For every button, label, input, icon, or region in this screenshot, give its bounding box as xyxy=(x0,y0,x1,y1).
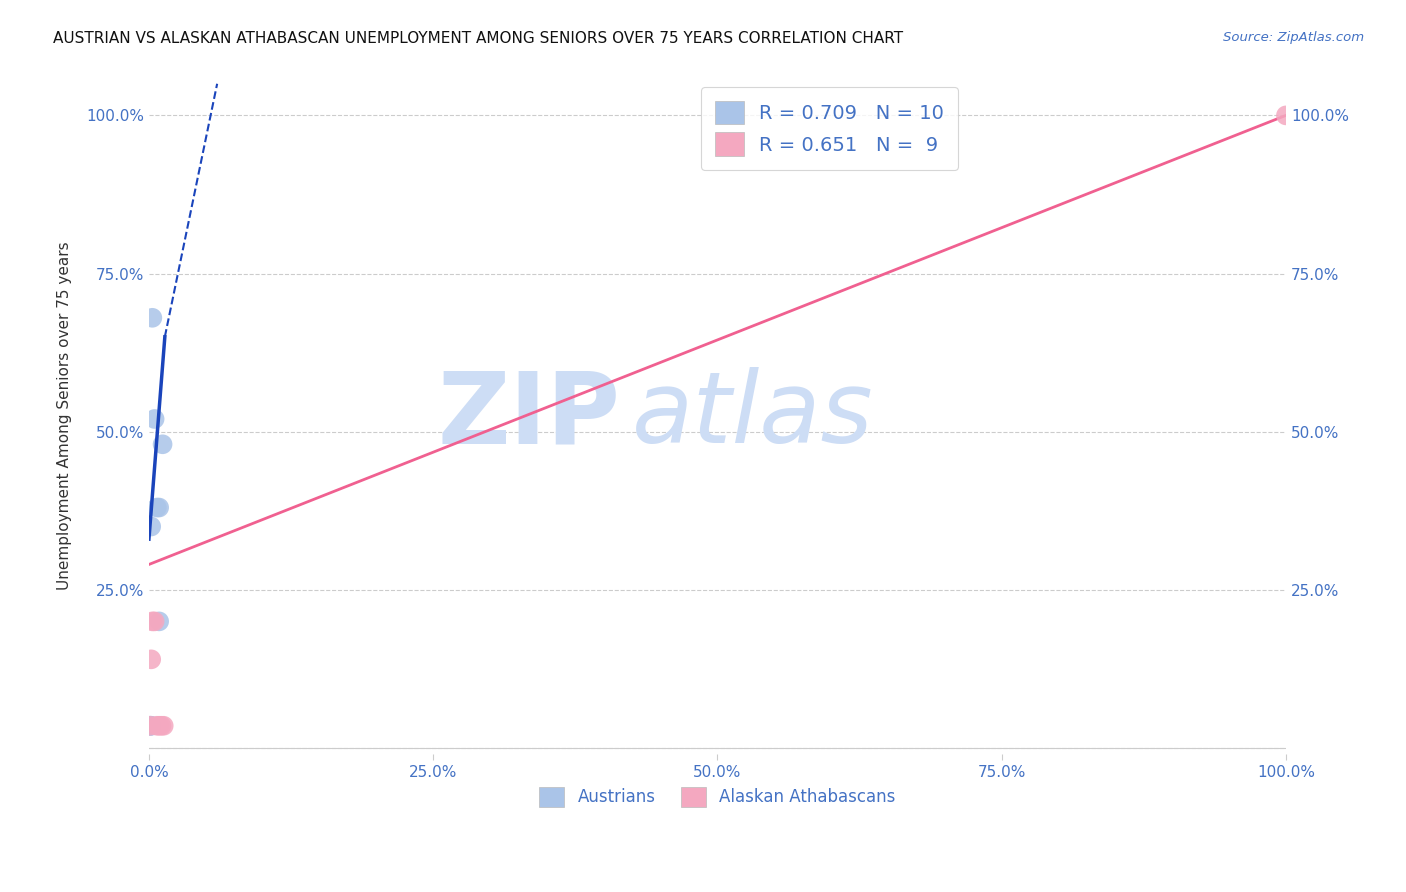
Point xyxy=(146,719,169,733)
Point xyxy=(146,500,169,515)
Point xyxy=(148,615,170,629)
Point xyxy=(141,519,163,533)
Point xyxy=(148,719,170,733)
Point xyxy=(139,719,162,733)
Point xyxy=(141,719,163,733)
Point xyxy=(139,719,162,733)
Point xyxy=(148,500,170,515)
Text: AUSTRIAN VS ALASKAN ATHABASCAN UNEMPLOYMENT AMONG SENIORS OVER 75 YEARS CORRELAT: AUSTRIAN VS ALASKAN ATHABASCAN UNEMPLOYM… xyxy=(53,31,904,46)
Point xyxy=(141,652,163,666)
Point xyxy=(152,437,174,451)
Point xyxy=(152,719,174,733)
Legend: Austrians, Alaskan Athabascans: Austrians, Alaskan Athabascans xyxy=(533,780,903,814)
Point xyxy=(141,615,163,629)
Point xyxy=(141,310,163,325)
Point xyxy=(143,615,166,629)
Point xyxy=(139,719,162,733)
Point xyxy=(143,412,166,426)
Text: Source: ZipAtlas.com: Source: ZipAtlas.com xyxy=(1223,31,1364,45)
Text: ZIP: ZIP xyxy=(437,368,621,465)
Point xyxy=(150,719,173,733)
Text: atlas: atlas xyxy=(633,368,873,465)
Y-axis label: Unemployment Among Seniors over 75 years: Unemployment Among Seniors over 75 years xyxy=(58,242,72,591)
Point xyxy=(1275,108,1298,122)
